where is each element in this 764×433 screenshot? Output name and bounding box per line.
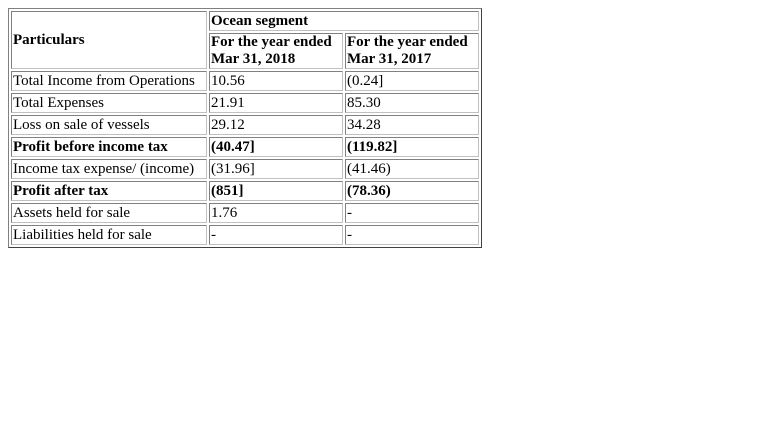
value-2017: (78.36) [345, 181, 479, 201]
table-row: Profit before income tax (40.47] (119.82… [11, 137, 479, 157]
value-2018: - [209, 225, 343, 245]
table-subheader-row: For the year ended Mar 31, 2018 For the … [11, 33, 479, 69]
value-2018: (40.47] [209, 137, 343, 157]
row-label: Profit after tax [11, 181, 207, 201]
year-2018-header-line1: For the year ended [211, 34, 332, 50]
table-row: Total Expenses 21.91 85.30 [11, 93, 479, 113]
table-row: Total Income from Operations 10.56 (0.24… [11, 71, 479, 91]
table-row: Assets held for sale 1.76 - [11, 203, 479, 223]
table-row: Profit after tax (851] (78.36) [11, 181, 479, 201]
table-row: Income tax expense/ (income) (31.96] (41… [11, 159, 479, 179]
value-2017: (119.82] [345, 137, 479, 157]
value-2017: 34.28 [345, 115, 479, 135]
table-header-row: Particulars Ocean segment [11, 11, 479, 69]
value-2018: 10.56 [209, 71, 343, 91]
table-row: Loss on sale of vessels 29.12 34.28 [11, 115, 479, 135]
ocean-segment-header: Ocean segment [209, 11, 479, 31]
row-label: Liabilities held for sale [11, 225, 207, 245]
year-2017-header: For the year ended Mar 31, 2017 [345, 33, 479, 69]
particulars-header: Particulars [11, 11, 207, 69]
row-label: Total Expenses [11, 93, 207, 113]
year-2018-header: For the year ended Mar 31, 2018 [209, 33, 343, 69]
value-2017: (41.46) [345, 159, 479, 179]
row-label: Assets held for sale [11, 203, 207, 223]
value-2018: (31.96] [209, 159, 343, 179]
year-2017-header-line1: For the year ended [347, 34, 468, 50]
value-2018: (851] [209, 181, 343, 201]
row-label: Income tax expense/ (income) [11, 159, 207, 179]
value-2017: - [345, 203, 479, 223]
value-2018: 29.12 [209, 115, 343, 135]
value-2017: 85.30 [345, 93, 479, 113]
value-2018: 1.76 [209, 203, 343, 223]
value-2018: 21.91 [209, 93, 343, 113]
row-label: Profit before income tax [11, 137, 207, 157]
year-2017-header-line2: Mar 31, 2017 [347, 51, 432, 67]
table-body: Total Income from Operations 10.56 (0.24… [11, 71, 479, 245]
financial-table: Particulars Ocean segment For the year e… [8, 8, 482, 248]
value-2017: (0.24] [345, 71, 479, 91]
value-2017: - [345, 225, 479, 245]
year-2018-header-line2: Mar 31, 2018 [211, 51, 296, 67]
table-row: Liabilities held for sale - - [11, 225, 479, 245]
row-label: Loss on sale of vessels [11, 115, 207, 135]
row-label: Total Income from Operations [11, 71, 207, 91]
